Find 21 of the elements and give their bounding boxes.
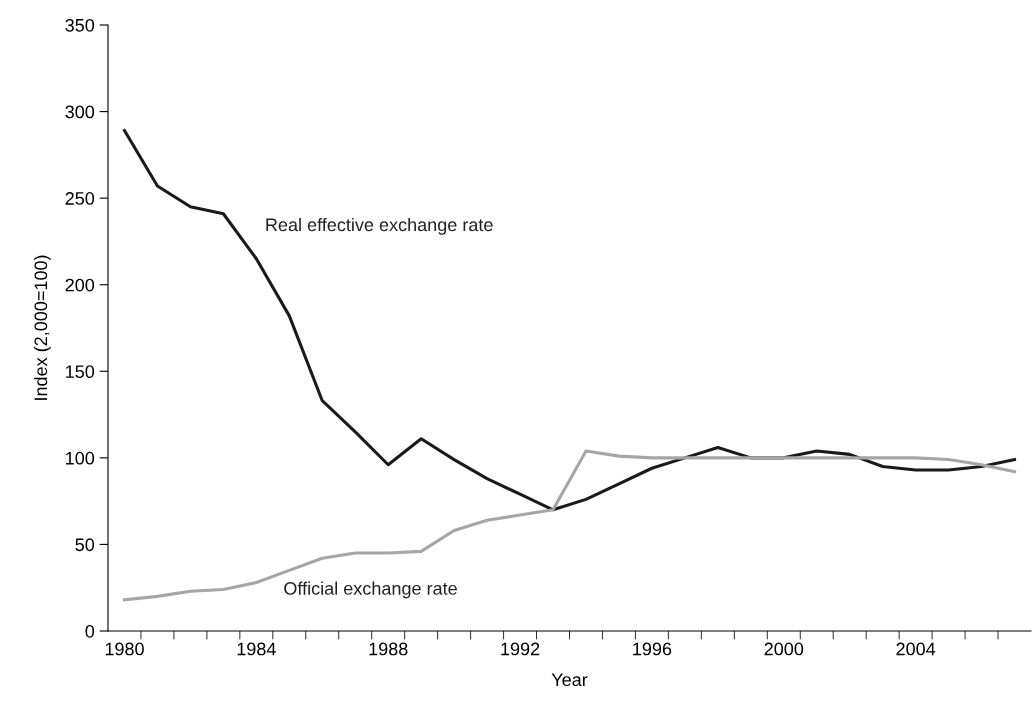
y-axis-title: Index (2,000=100) [33, 255, 51, 400]
y-tick-label: 0 [85, 624, 95, 638]
x-tick-label: 2000 [764, 642, 804, 656]
x-axis-title: Year [551, 673, 588, 687]
y-tick-label: 150 [66, 365, 95, 379]
x-tick-label: 2004 [896, 642, 936, 656]
x-tick-label: 1996 [633, 642, 672, 656]
series-label: Official exchange rate [284, 581, 457, 599]
series-label: Real effective exchange rate [266, 217, 493, 235]
x-tick-label: 1988 [369, 642, 408, 656]
y-tick-label: 50 [75, 538, 95, 552]
x-tick-label: 1980 [105, 642, 144, 656]
y-tick-label: 250 [65, 192, 95, 205]
x-tick-label: 1992 [501, 642, 540, 656]
y-tick-label: 100 [66, 451, 95, 465]
x-tick-label: 1984 [237, 642, 276, 656]
line-series [122, 449, 1017, 602]
y-tick-label: 300 [65, 105, 95, 119]
line-series [122, 129, 1017, 512]
y-tick-label: 350 [65, 18, 95, 32]
y-tick-label: 200 [65, 278, 95, 292]
